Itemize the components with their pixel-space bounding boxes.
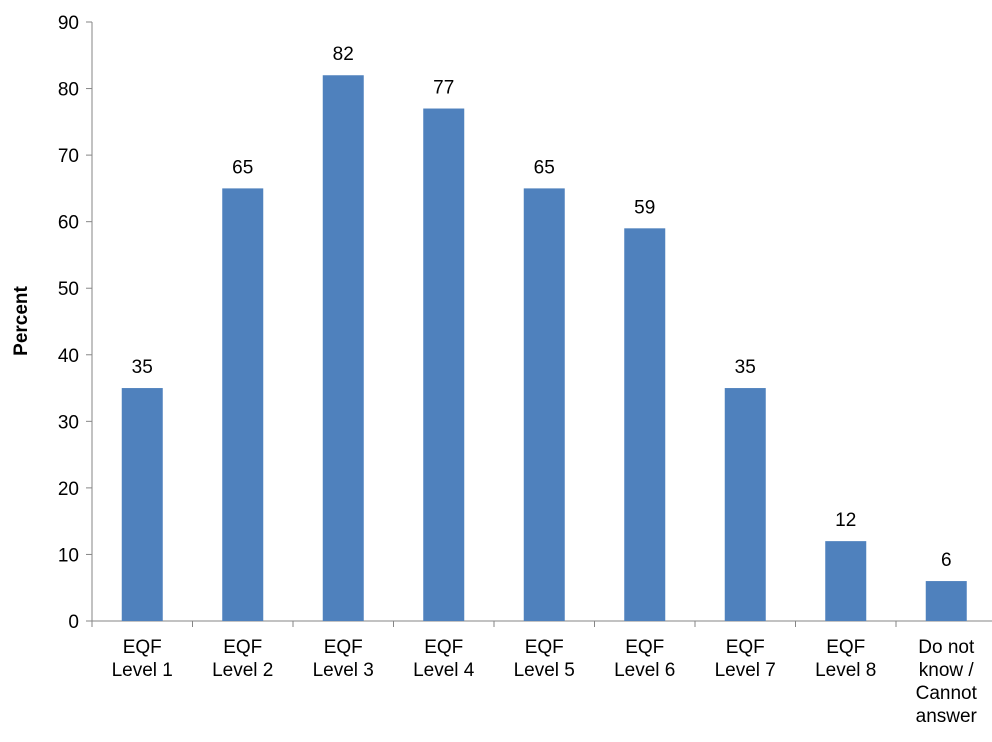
x-tick-label: EQF Level 7 bbox=[715, 637, 776, 681]
data-label: 65 bbox=[232, 157, 253, 178]
data-label: 59 bbox=[634, 197, 655, 218]
y-tick-label: 10 bbox=[58, 545, 79, 566]
x-tick-label: EQF Level 1 bbox=[112, 637, 173, 681]
data-labels: 35 65 82 77 65 59 35 12 6 bbox=[132, 44, 952, 571]
x-tick-label: EQF Level 8 bbox=[815, 637, 876, 681]
y-tick-label: 80 bbox=[58, 80, 79, 101]
y-tick-label: 40 bbox=[58, 346, 79, 367]
y-tick-label: 20 bbox=[58, 479, 79, 500]
y-axis-ticks: 0 10 20 30 40 50 60 70 80 90 bbox=[58, 13, 92, 633]
x-tick-label: EQF Level 3 bbox=[313, 637, 374, 681]
y-tick-label: 0 bbox=[68, 612, 79, 633]
y-axis-title-group: Percent bbox=[11, 285, 32, 355]
bar bbox=[724, 388, 766, 621]
y-axis-title: Percent bbox=[11, 285, 32, 355]
bar bbox=[825, 541, 867, 621]
y-tick-label: 90 bbox=[58, 13, 79, 34]
y-tick-label: 30 bbox=[58, 412, 79, 433]
data-label: 82 bbox=[333, 44, 354, 65]
y-tick-label: 60 bbox=[58, 213, 79, 234]
bar bbox=[925, 581, 967, 621]
data-label: 35 bbox=[132, 357, 153, 378]
bar bbox=[423, 108, 465, 622]
y-tick-label: 50 bbox=[58, 279, 79, 300]
bars bbox=[121, 75, 967, 622]
bar bbox=[222, 188, 264, 621]
data-label: 35 bbox=[735, 357, 756, 378]
x-tick-label: EQF Level 6 bbox=[614, 637, 675, 681]
bar bbox=[523, 188, 565, 621]
bar bbox=[624, 228, 666, 622]
data-label: 65 bbox=[534, 157, 555, 178]
bar bbox=[121, 388, 163, 621]
data-label: 12 bbox=[835, 510, 856, 531]
x-tick-label: EQF Level 5 bbox=[514, 637, 575, 681]
x-axis-labels: EQF Level 1 EQF Level 2 EQF Level 3 EQF Level 4… bbox=[112, 637, 978, 727]
data-label: 6 bbox=[941, 550, 952, 571]
x-tick-label: EQF Level 4 bbox=[413, 637, 475, 681]
y-tick-label: 70 bbox=[58, 146, 79, 167]
x-tick-label: Do not know / Cannot answer bbox=[916, 637, 978, 727]
data-label: 77 bbox=[433, 78, 454, 99]
bar bbox=[322, 75, 364, 621]
x-tick-label: EQF Level 2 bbox=[212, 637, 273, 681]
